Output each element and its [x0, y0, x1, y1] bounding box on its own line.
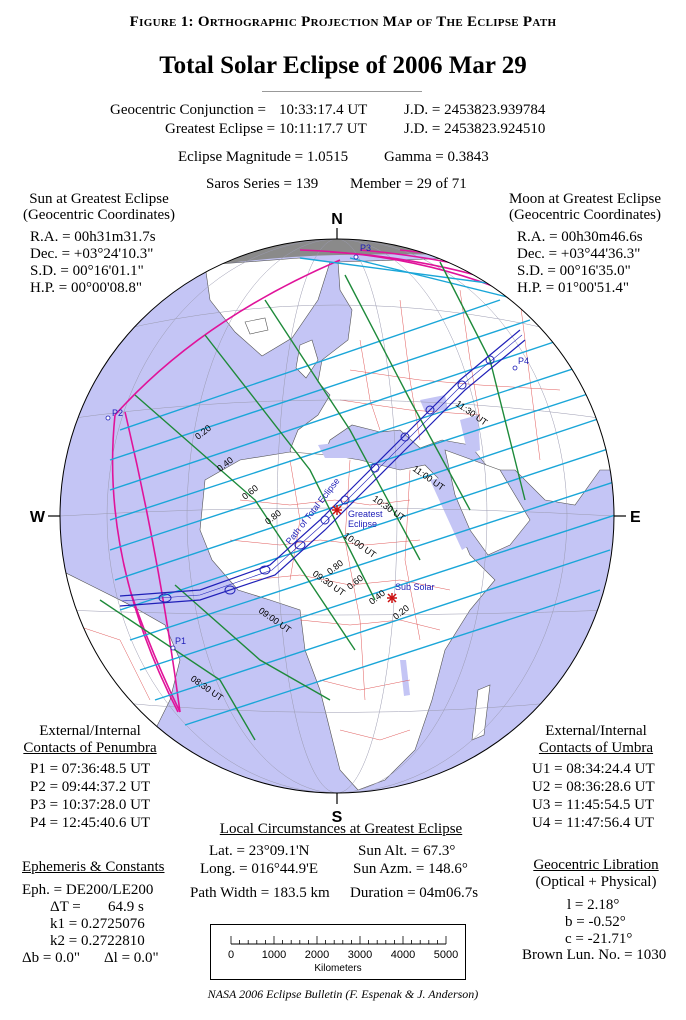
compass-east: E: [630, 509, 641, 526]
ephemeris-eph: Eph. = DE200/LE200: [22, 882, 154, 898]
ephemeris-k2: k2 = 0.2722810: [50, 933, 145, 949]
sun-dec: Dec. = +03°24'10.3": [30, 246, 154, 262]
local-sun-azm: Sun Azm. = 148.6°: [353, 861, 468, 877]
ephemeris-title: Ephemeris & Constants: [22, 859, 165, 875]
conjunction-label: Geocentric Conjunction =: [110, 102, 266, 118]
sun-hp: H.P. = 00°00'08.8": [30, 280, 143, 296]
totality-path: [119, 329, 526, 607]
local-title: Local Circumstances at Greatest Eclipse: [219, 821, 463, 837]
label-p4: P4: [518, 356, 529, 366]
sun-sd: S.D. = 00°16'01.1": [30, 263, 144, 279]
scale-tick-4000: 4000: [391, 949, 415, 961]
scale-bar-frame: [210, 924, 466, 980]
scale-tick-2000: 2000: [305, 949, 329, 961]
conjunction-jd: J.D. = 2453823.939784: [404, 102, 546, 118]
time-lines: [109, 257, 614, 726]
saros-member: Member = 29 of 71: [350, 176, 467, 192]
arabia-landmass: [444, 449, 531, 556]
penumbra-title-1: External/Internal: [39, 723, 141, 739]
libration-subtitle: (Optical + Physical): [535, 874, 657, 890]
umbra-u4: U4 = 11:47:56.4 UT: [532, 815, 655, 831]
greatest-eclipse-marker: [332, 505, 342, 515]
greatest-eclipse-jd: J.D. = 2453823.924510: [404, 121, 546, 137]
penumbra-p3: P3 = 10:37:28.0 UT: [30, 797, 151, 813]
label-greatest-2: Eclipse: [348, 519, 377, 529]
scale-bar: 0 1000 2000 3000 4000 5000 Kilometers: [210, 924, 466, 980]
libration-b: b = -0.52°: [565, 914, 626, 930]
label-greatest-1: Greatest: [348, 509, 383, 519]
caspian-sea: [460, 415, 480, 455]
footer-credit: NASA 2006 Eclipse Bulletin (F. Espenak &…: [207, 987, 479, 1001]
libration-title: Geocentric Libration: [533, 857, 659, 873]
umbra-u2: U2 = 08:36:28.6 UT: [532, 779, 655, 795]
main-title: Total Solar Eclipse of 2006 Mar 29: [159, 52, 527, 79]
umbra-u3: U3 = 11:45:54.5 UT: [532, 797, 655, 813]
local-long: Long. = 016°44.9'E: [200, 861, 318, 877]
umbra-u1: U1 = 08:34:24.4 UT: [532, 761, 655, 777]
title-divider: [262, 91, 422, 92]
ephemeris-k1: k1 = 0.2725076: [50, 916, 145, 932]
ephemeris-dt-value: 64.9 s: [108, 899, 144, 915]
compass-west: W: [30, 509, 46, 526]
moon-block-title: Moon at Greatest Eclipse: [508, 191, 662, 207]
sub-solar-marker: [387, 593, 397, 603]
iceland-landmass: [244, 317, 269, 335]
libration-c: c = -21.71°: [565, 931, 633, 947]
totality-path-ellipses: [158, 355, 495, 603]
conjunction-time: 10:33:17.4 UT: [279, 102, 368, 118]
moon-block-subtitle: (Geocentric Coordinates): [508, 207, 662, 223]
greatest-eclipse-time: 10:11:17.7 UT: [279, 121, 367, 137]
moon-hp: H.P. = 01°00'51.4": [517, 280, 630, 296]
umbra-title-1: External/Internal: [545, 723, 647, 739]
label-p2: P2: [112, 408, 123, 418]
libration-brown-number: Brown Lun. No. = 1030: [522, 947, 667, 963]
lake-tanganyika: [400, 660, 410, 696]
umbra-title-2: Contacts of Umbra: [538, 740, 654, 756]
eclipse-magnitude: Eclipse Magnitude = 1.0515: [178, 149, 349, 165]
scale-tick-3000: 3000: [348, 949, 372, 961]
scale-tick-0: 0: [228, 949, 234, 961]
ephemeris-dl: Δl = 0.0": [104, 950, 159, 966]
label-p3: P3: [360, 243, 371, 253]
local-duration: Duration = 04m06.7s: [350, 885, 479, 901]
sun-ra: R.A. = 00h31m31.7s: [30, 229, 156, 245]
label-p1: P1: [175, 636, 186, 646]
gamma: Gamma = 0.3843: [384, 149, 489, 165]
moon-sd: S.D. = 00°16'35.0": [517, 263, 631, 279]
scale-tick-1000: 1000: [262, 949, 286, 961]
scale-unit: Kilometers: [314, 963, 361, 974]
local-lat: Lat. = 23°09.1'N: [209, 843, 310, 859]
compass-south: S: [332, 809, 343, 826]
saros-series: Saros Series = 139: [206, 176, 319, 192]
penumbra-p2: P2 = 09:44:37.2 UT: [30, 779, 151, 795]
penumbra-title-2: Contacts of Penumbra: [23, 740, 157, 756]
moon-ra: R.A. = 00h30m46.6s: [517, 229, 643, 245]
ephemeris-db: Δb = 0.0": [22, 950, 80, 966]
moon-dec: Dec. = +03°44'36.3": [517, 246, 641, 262]
penumbra-p1: P1 = 07:36:48.5 UT: [30, 761, 151, 777]
penumbra-p4: P4 = 12:45:40.6 UT: [30, 815, 151, 831]
figure-title: Figure 1: Orthographic Projection Map of…: [129, 14, 557, 30]
ephemeris-dt-label: ΔT =: [50, 899, 81, 915]
local-path-width: Path Width = 183.5 km: [190, 885, 330, 901]
libration-l: l = 2.18°: [567, 897, 620, 913]
contact-points: [105, 254, 518, 651]
magnitude-lines: [99, 261, 526, 741]
greatest-eclipse-label: Greatest Eclipse =: [165, 121, 276, 137]
scale-bar-minor-ticks: [230, 936, 447, 944]
scale-tick-5000: 5000: [434, 949, 458, 961]
night-region: [60, 239, 614, 300]
sun-block-subtitle: (Geocentric Coordinates): [22, 207, 176, 223]
local-sun-alt: Sun Alt. = 67.3°: [358, 843, 456, 859]
madagascar-landmass: [471, 684, 491, 741]
compass-north: N: [331, 211, 343, 228]
sun-block-title: Sun at Greatest Eclipse: [29, 191, 169, 207]
label-sub-solar: Sub Solar: [395, 582, 435, 592]
